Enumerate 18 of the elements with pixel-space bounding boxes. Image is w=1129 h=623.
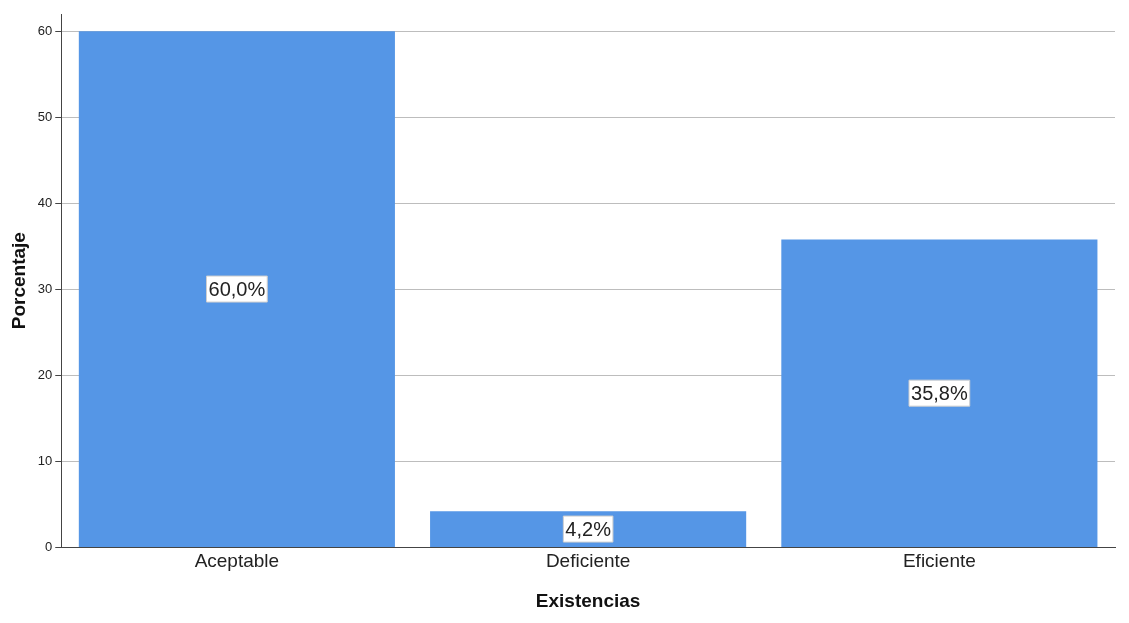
- y-tick-label: 30: [37, 280, 53, 296]
- y-tick-label: 20: [37, 366, 53, 382]
- x-tick-label: Aceptable: [194, 550, 280, 572]
- bar: [78, 31, 395, 547]
- x-tick-label: Deficiente: [545, 550, 631, 572]
- bar: [781, 239, 1098, 547]
- data-label: 35,8%: [911, 381, 968, 404]
- y-tick-label: 50: [37, 108, 53, 124]
- data-label: 4,2%: [565, 517, 612, 540]
- y-tick-label: 60: [37, 22, 53, 38]
- bar: [430, 511, 747, 547]
- data-label: 60,0%: [208, 277, 266, 300]
- y-tick-label: 40: [37, 194, 53, 210]
- x-axis-title: Existencias: [535, 589, 641, 611]
- y-tick-label: 10: [37, 452, 53, 468]
- x-tick-label: Eficiente: [902, 550, 976, 572]
- y-tick-label: 0: [45, 538, 53, 554]
- y-axis-title: Porcentaje: [7, 232, 29, 330]
